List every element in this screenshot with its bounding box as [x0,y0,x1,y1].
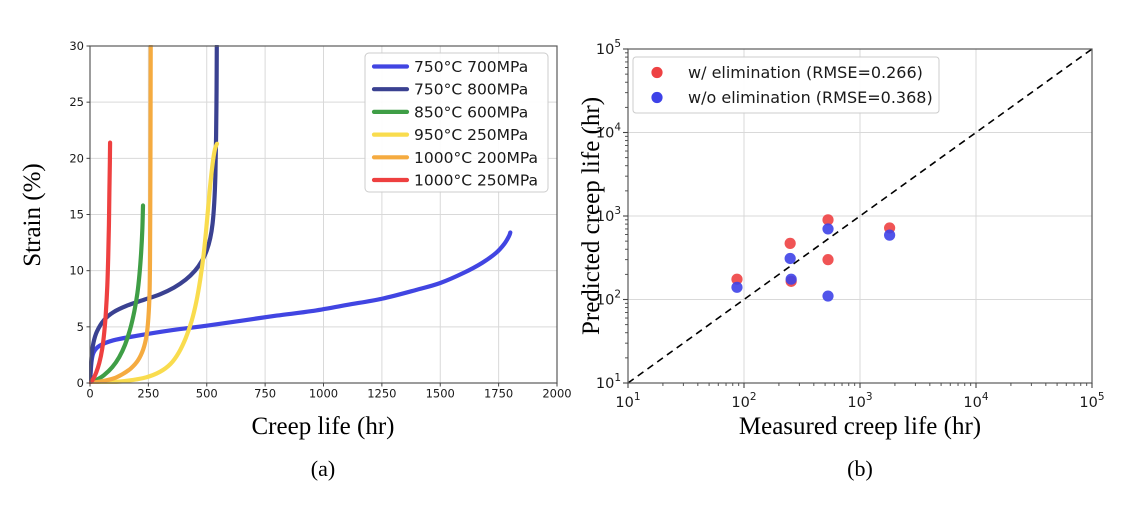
tick-exponent: 4 [614,122,621,134]
tick-label-x-10e4: 104 [963,391,988,411]
legend-marker-w-elimination [651,66,663,79]
tick-label-y-5: 5 [77,320,84,334]
tick-label-x-1500: 1500 [426,387,455,401]
tick-label-y-10e1: 101 [596,372,621,392]
legend-label-w-elimination: w/ elimination (RMSE=0.266) [688,63,923,82]
tick-exponent: 2 [750,391,757,403]
tick-label-x-500: 500 [196,387,218,401]
tick-exponent: 4 [982,391,989,403]
tick-label-y-20: 20 [69,151,84,165]
panel-b-legend: w/ elimination (RMSE=0.266) w/o eliminati… [632,56,940,114]
curve-750-c-700mpa [89,230,513,384]
panel-b-ylabel: Predicted creep life (hr) [578,97,605,335]
tick-label-y-10: 10 [69,264,84,278]
tick-label-y-25: 25 [69,95,84,109]
tick-label-y-30: 30 [69,39,84,53]
scatter-point-w-o-elimination-530 [822,223,834,235]
legend-b-box [632,56,940,114]
scatter-point-w-o-elimination-87 [731,281,743,293]
legend-a-box [364,52,549,193]
tick-label-x-10e1: 101 [615,391,640,411]
tick-exponent: 5 [1098,391,1105,403]
panel-b-caption: (b) [847,456,873,481]
tick-exponent: 5 [614,38,621,50]
tick-exponent: 3 [866,391,873,403]
panel-a-xlabel: Creep life (hr) [252,413,395,440]
tick-exponent: 1 [614,372,621,384]
panel-a-ylabel: Strain (%) [19,163,46,266]
tick-label-y-15: 15 [69,208,84,222]
tick-exponent: 3 [614,205,621,217]
scatter-point-w-o-elimination-250 [784,252,796,265]
curve-850-c-600mpa [89,203,146,384]
panel-a-axes: 0 250 500 750 1000 1250 1500 1750 2000 0 5 10 15 20 25… [69,39,571,401]
legend-label-850-c-600mpa: 850°C 600MPa [414,103,528,121]
legend-label-950-c-250mpa: 950°C 250MPa [414,126,528,144]
tick-label-x-2000: 2000 [542,387,571,401]
tick-label-x-1750: 1750 [484,387,513,401]
scatter-point-w-o-elimination-530 [822,290,834,302]
tick-label-x-750: 750 [254,387,276,401]
tick-label-x-1000: 1000 [309,387,338,401]
legend-label-w-o-elimination: w/o elimination (RMSE=0.368) [688,88,933,107]
tick-label-y-10e5: 105 [596,38,621,58]
panel-a-legend: 750°C 700MPa 750°C 800MPa 850°C 600MPa 950°… [364,52,549,193]
tick-exponent: 2 [614,289,621,301]
tick-label-y-0: 0 [77,376,84,390]
legend-marker-w-o-elimination [651,91,663,104]
tick-label-x-10e2: 102 [731,391,756,411]
curve-750-c-800mpa [89,45,219,384]
scatter-point-w-elimination-530 [822,214,834,226]
panel-a-curves [89,45,513,384]
tick-label-x-10e5: 105 [1079,391,1104,411]
scatter-point-w-elimination-87 [731,273,743,285]
curve-1000-c-200mpa [89,45,153,384]
legend-label-1000-c-250mpa: 1000°C 250MPa [414,172,538,190]
panel-b-scatter [627,48,1093,384]
panel-b-xlabel: Measured creep life (hr) [739,413,981,440]
legend-label-750-c-700mpa: 750°C 700MPa [414,58,528,76]
panel-a-caption: (a) [311,456,335,481]
scatter-point-w-o-elimination-1800 [884,229,896,241]
scatter-point-w-o-elimination-255 [785,273,797,285]
legend-label-750-c-800mpa: 750°C 800MPa [414,81,528,99]
tick-label-x-10e3: 103 [847,391,872,411]
scatter-point-w-elimination-530 [822,254,834,266]
scatter-point-w-elimination-250 [784,237,796,249]
tick-exponent: 1 [634,391,641,403]
legend-label-1000-c-200mpa: 1000°C 200MPa [414,149,538,167]
curve-950-c-250mpa [89,141,220,384]
tick-label-x-250: 250 [137,387,159,401]
tick-label-x-1250: 1250 [367,387,396,401]
curve-1000-c-250mpa [89,140,113,384]
tick-label-x-0: 0 [86,387,93,401]
